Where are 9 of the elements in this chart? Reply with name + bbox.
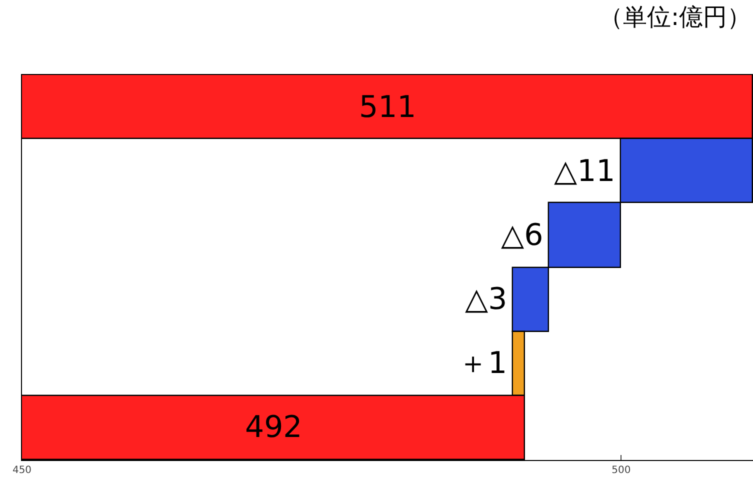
text: （単位:億円）: [599, 3, 752, 31]
x-tick-label: 500: [612, 465, 631, 476]
data-label: △6: [501, 218, 544, 253]
data-label: 511: [359, 90, 416, 125]
x-tick-label: 450: [12, 465, 32, 476]
data-label: ＋1: [458, 346, 508, 381]
data-label: △3: [465, 282, 508, 317]
data-label: 492: [245, 410, 302, 445]
data-label: △11: [554, 154, 616, 189]
